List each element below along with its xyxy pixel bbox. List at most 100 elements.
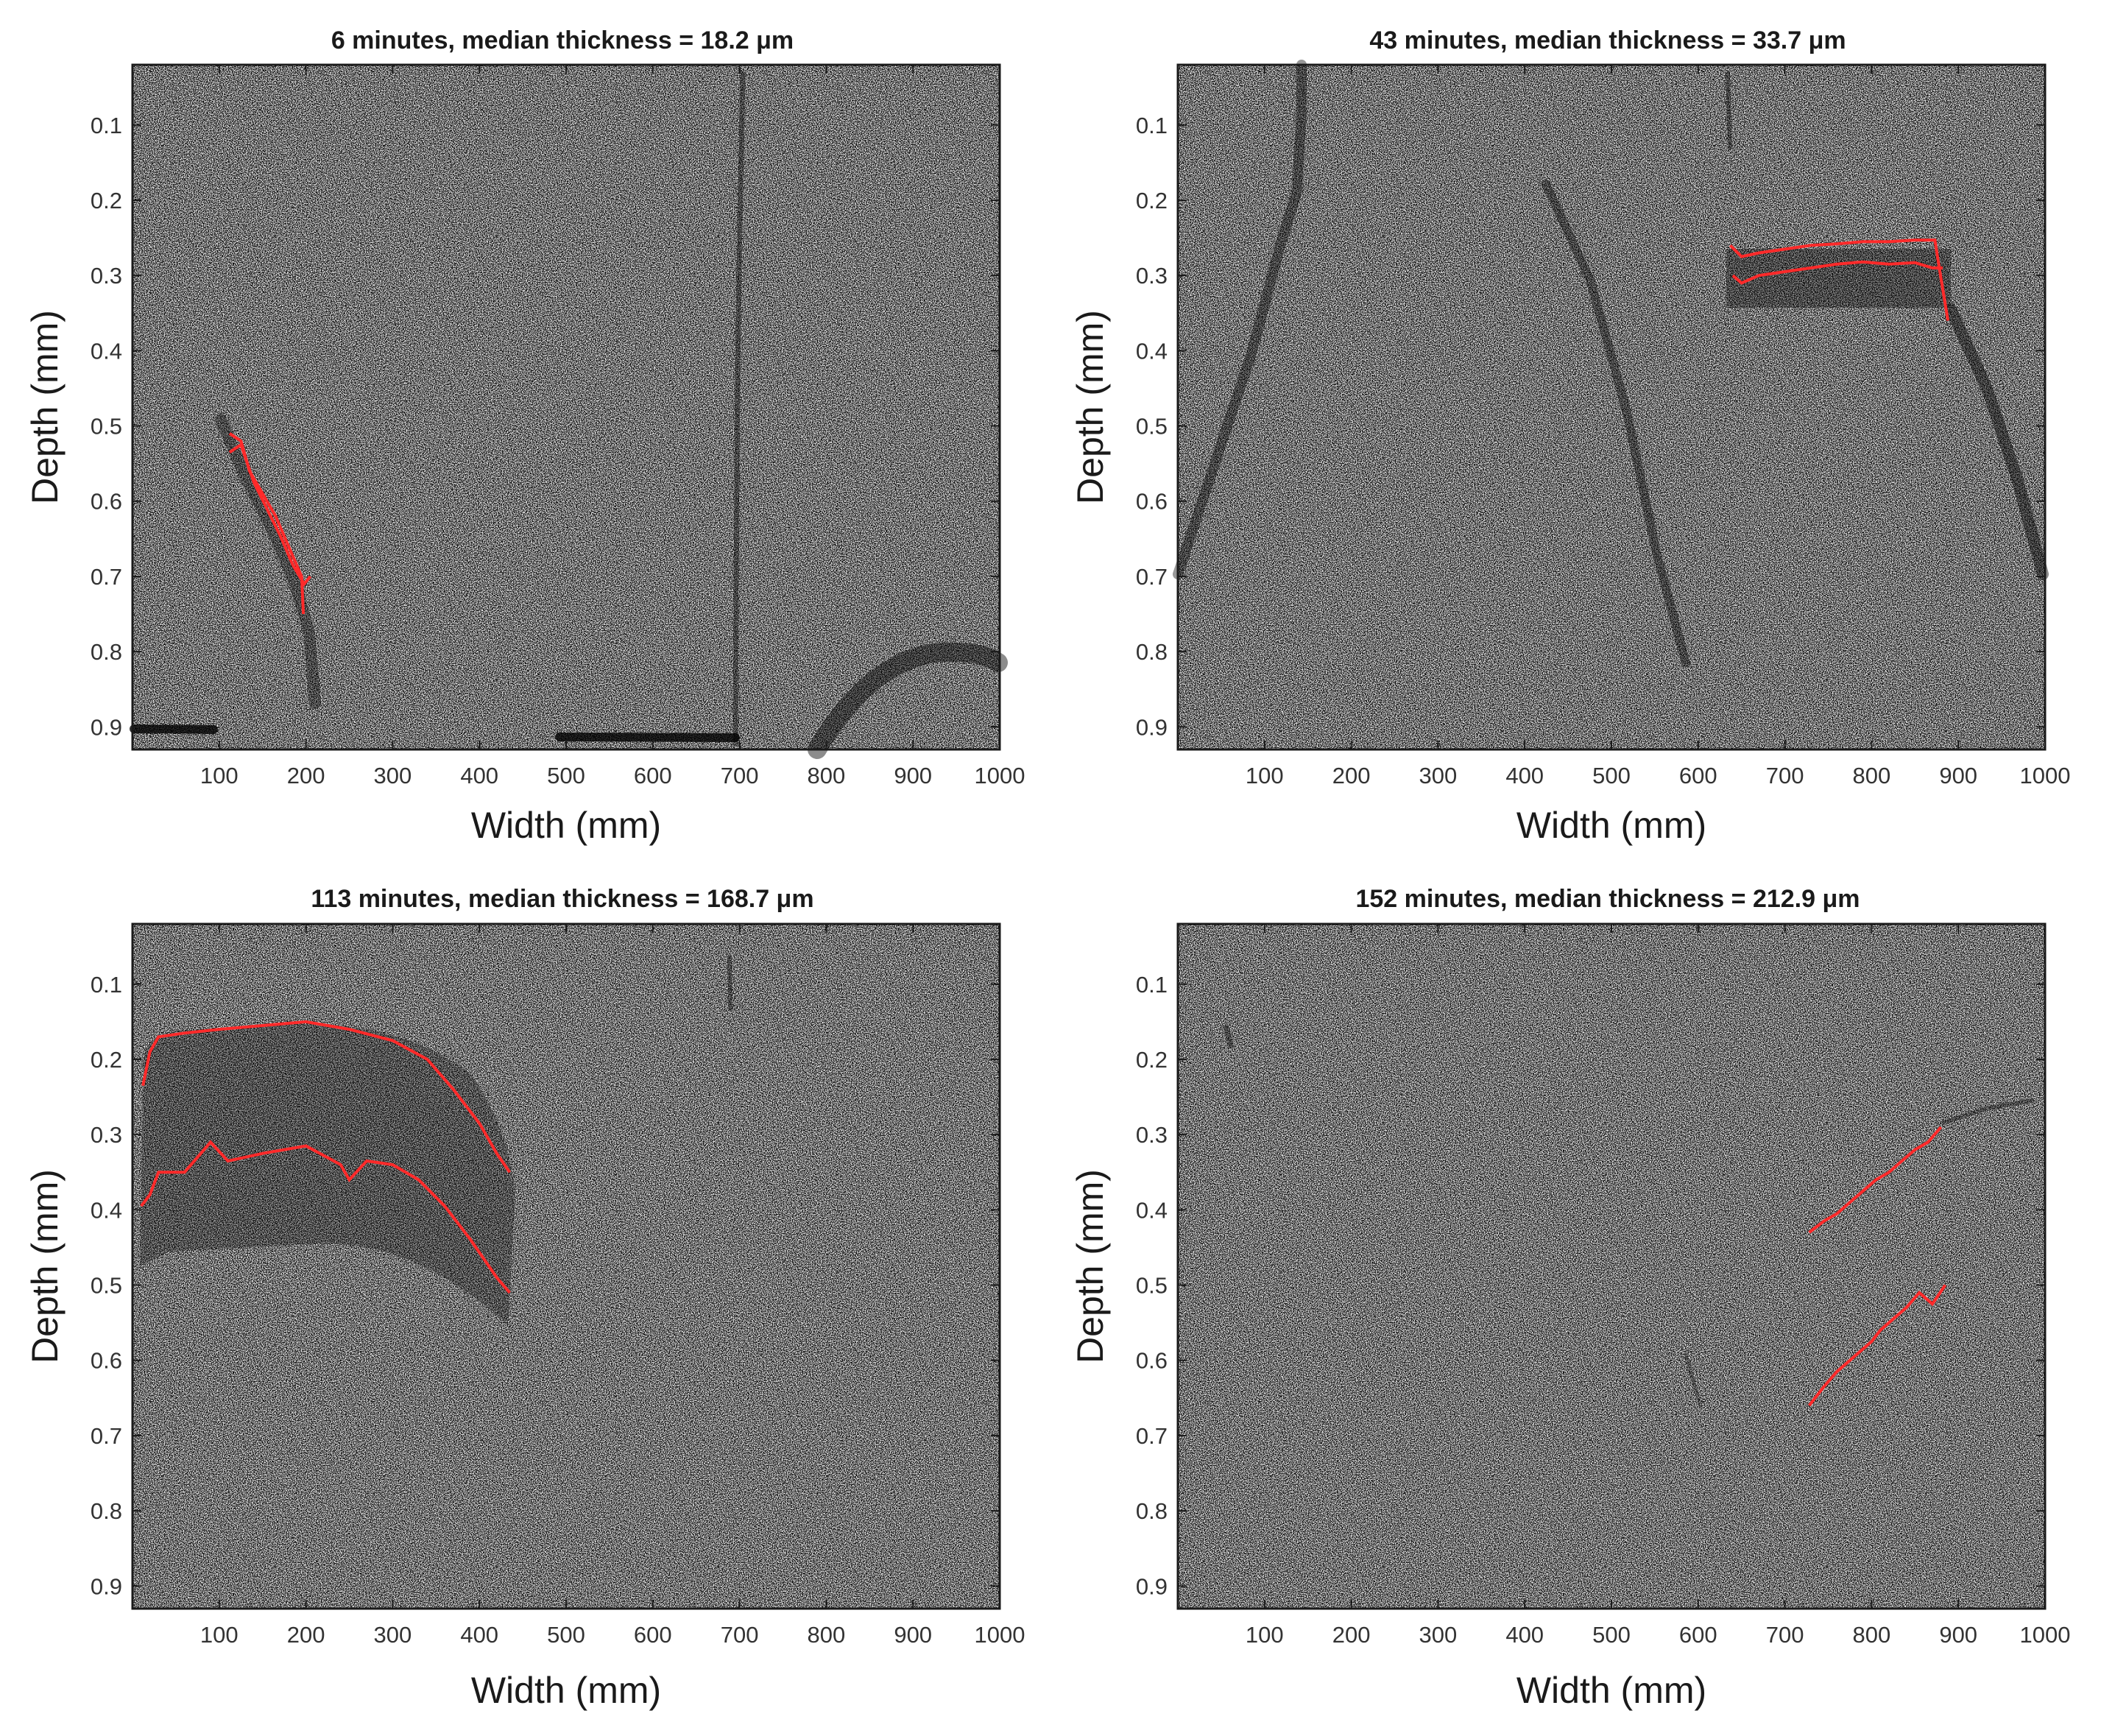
- panel-4-ytick-label: 0.7: [1136, 1423, 1168, 1449]
- panel-2-ylabel: Depth (mm): [1070, 310, 1111, 504]
- panel-1-vertical-streak: [732, 71, 746, 747]
- panel-2-series-0-line: [1729, 239, 1950, 321]
- panel-3-ytick-label: 0.7: [91, 1423, 122, 1449]
- panel-2-xtick-label: 100: [1246, 763, 1284, 788]
- panel-3-ytick-label: 0.4: [91, 1197, 122, 1223]
- panel-3-features: [140, 955, 732, 1325]
- panel-2-ytick-label: 0.1: [1136, 113, 1168, 138]
- panel-4-lower-streak: [1684, 1352, 1703, 1408]
- panel-1-ticks: 100 200 300 400 500 600 700 800 900 1000 0.1 0.2 0.3…: [91, 65, 1025, 788]
- panel-1-ytick-label: 0.5: [91, 414, 122, 440]
- panel-4-ytick-label: 0.6: [1136, 1348, 1168, 1374]
- panel-1-xtick-label: 900: [894, 763, 932, 788]
- panel-2-speckle: [1178, 65, 2045, 749]
- panel-3-ytick-label: 0.1: [91, 972, 122, 998]
- panel-4-xtick-label: 500: [1592, 1622, 1631, 1648]
- panel-2-xtick-label: 1000: [2020, 763, 2071, 788]
- panel-1-xtick-label: 400: [460, 763, 498, 788]
- panel-3-ytick-label: 0.2: [91, 1047, 122, 1073]
- panel-2-series-1-line: [1731, 260, 1943, 285]
- panel-4-features: [1223, 1024, 2034, 1408]
- panel-3-xlabel: Width (mm): [471, 1670, 661, 1711]
- panel-3-ticks: 100 200 300 400 500 600 700 800 900 1000 0.1 0.2 0.3…: [91, 924, 1025, 1648]
- panel-4-spot: [1223, 1024, 1234, 1048]
- panel-2-xtick-label: 600: [1679, 763, 1717, 788]
- panel-1-ytick-label: 0.6: [91, 489, 122, 515]
- panel-3-ytick-label: 0.3: [91, 1122, 122, 1148]
- panel-3: 113 minutes, median thickness = 168.7 μm…: [24, 885, 1025, 1711]
- panel-3-xtick-label: 200: [287, 1622, 325, 1648]
- panel-1-ylabel: Depth (mm): [24, 310, 66, 504]
- panel-2-xtick-label: 400: [1505, 763, 1544, 788]
- panel-3-title: 113 minutes, median thickness = 168.7 μm: [311, 885, 813, 913]
- panel-1-ytick-label: 0.7: [91, 564, 122, 590]
- panel-3-xtick-label: 900: [894, 1622, 932, 1648]
- panel-1-arc: [808, 642, 1008, 759]
- panel-2-title: 43 minutes, median thickness = 33.7 μm: [1369, 27, 1846, 54]
- panel-2-xtick-label: 800: [1853, 763, 1891, 788]
- panel-1-xtick-label: 500: [547, 763, 585, 788]
- panel-2-xlabel: Width (mm): [1516, 805, 1706, 846]
- panel-3-layer-blob: [140, 1023, 515, 1325]
- panel-4-ytick-label: 0.4: [1136, 1197, 1168, 1223]
- panel-2-ytick-label: 0.7: [1136, 564, 1168, 590]
- panel-2-left-diagonal: [1173, 60, 1307, 579]
- panel-1-xtick-label: 800: [808, 763, 846, 788]
- panel-3-ytick-label: 0.6: [91, 1348, 122, 1374]
- panel-4-xlabel: Width (mm): [1516, 1670, 1706, 1711]
- panel-1-ytick-label: 0.3: [91, 263, 122, 289]
- panel-2-ytick-label: 0.4: [1136, 338, 1168, 364]
- panel-1-title: 6 minutes, median thickness = 18.2 μm: [331, 27, 794, 54]
- panel-4: 152 minutes, median thickness = 212.9 μm…: [1070, 885, 2070, 1711]
- panel-4-xtick-label: 100: [1246, 1622, 1284, 1648]
- panel-3-xtick-label: 100: [200, 1622, 239, 1648]
- panel-1-xlabel: Width (mm): [471, 805, 661, 846]
- panel-2: 43 minutes, median thickness = 33.7 μm 1…: [1070, 27, 2070, 846]
- panel-1-xtick-label: 100: [200, 763, 239, 788]
- panel-3-ytick-label: 0.5: [91, 1273, 122, 1299]
- panel-2-xtick-label: 900: [1939, 763, 1977, 788]
- panel-3-ytick-label: 0.8: [91, 1498, 122, 1524]
- panel-4-xtick-label: 400: [1505, 1622, 1544, 1648]
- panel-4-ylabel: Depth (mm): [1070, 1169, 1111, 1363]
- panel-3-xtick-label: 800: [808, 1622, 846, 1648]
- panel-3-xtick-label: 700: [721, 1622, 759, 1648]
- panel-2-xtick-label: 300: [1419, 763, 1458, 788]
- panel-2-ytick-label: 0.2: [1136, 188, 1168, 214]
- panel-1-xtick-label: 600: [634, 763, 672, 788]
- panel-1-ytick-label: 0.1: [91, 113, 122, 138]
- panel-2-ytick-label: 0.6: [1136, 489, 1168, 515]
- panel-4-xtick-label: 300: [1419, 1622, 1458, 1648]
- panel-4-series-0-line: [1808, 1126, 1943, 1234]
- panel-1-floor-mid: [555, 733, 740, 742]
- panel-2-ticks: 100 200 300 400 500 600 700 800 900 1000 0.1 0.2 0.3…: [1136, 65, 2071, 788]
- panel-2-ytick-label: 0.8: [1136, 639, 1168, 665]
- panel-2-ytick-label: 0.9: [1136, 714, 1168, 740]
- panel-4-xtick-label: 1000: [2020, 1622, 2071, 1648]
- panel-1-xtick-label: 200: [287, 763, 325, 788]
- panel-3-xtick-label: 1000: [975, 1622, 1025, 1648]
- panel-4-speckle: [1178, 924, 2045, 1609]
- panel-1-series-1-line: [228, 442, 312, 587]
- panel-3-series-1-line: [140, 1140, 511, 1294]
- panel-4-title: 152 minutes, median thickness = 212.9 μm: [1355, 885, 1860, 913]
- panel-4-series-1-line: [1808, 1284, 1947, 1407]
- panel-4-ytick-label: 0.5: [1136, 1273, 1168, 1299]
- panel-3-xtick-label: 300: [374, 1622, 412, 1648]
- panel-4-xtick-label: 700: [1766, 1622, 1804, 1648]
- panel-1: 6 minutes, median thickness = 18.2 μm 10…: [24, 27, 1025, 846]
- panel-3-xtick-label: 600: [634, 1622, 672, 1648]
- panel-2-mid-diagonal: [1542, 180, 1690, 667]
- panel-1-ytick-label: 0.9: [91, 714, 122, 740]
- panel-4-ytick-label: 0.1: [1136, 972, 1168, 998]
- panel-3-speckle: [133, 924, 1000, 1609]
- panel-3-ytick-label: 0.9: [91, 1573, 122, 1599]
- panel-1-xtick-label: 1000: [975, 763, 1025, 788]
- panel-1-ytick-label: 0.2: [91, 188, 122, 214]
- panel-2-xtick-label: 700: [1766, 763, 1804, 788]
- panel-1-floor-left: [130, 724, 218, 734]
- panel-4-xtick-label: 600: [1679, 1622, 1717, 1648]
- panel-4-ytick-label: 0.9: [1136, 1573, 1168, 1599]
- panel-1-features: [130, 71, 1008, 759]
